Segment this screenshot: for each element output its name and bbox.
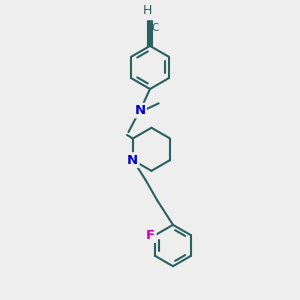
Text: H: H	[143, 4, 152, 17]
Text: N: N	[127, 154, 138, 166]
Text: F: F	[146, 229, 155, 242]
Text: C: C	[152, 23, 159, 33]
Text: N: N	[134, 104, 146, 117]
